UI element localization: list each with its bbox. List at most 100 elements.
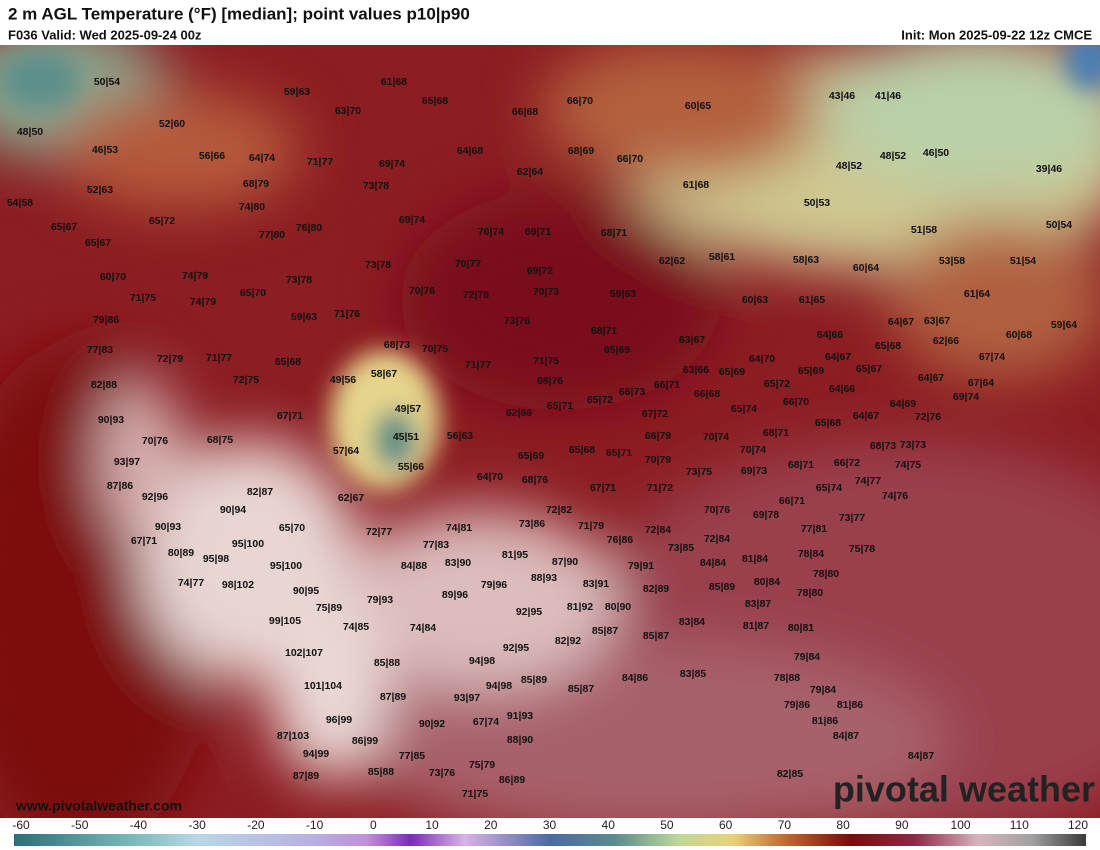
point-value: 64|66 [829, 383, 855, 395]
point-value: 79|86 [93, 314, 119, 326]
point-value: 68|73 [384, 339, 410, 351]
point-value: 68|71 [763, 427, 789, 439]
point-value: 65|71 [606, 447, 632, 459]
point-value: 61|64 [964, 288, 990, 300]
point-value: 71|72 [647, 482, 673, 494]
point-value: 65|67 [856, 363, 882, 375]
point-value: 96|99 [326, 714, 352, 726]
point-value: 73|76 [504, 315, 530, 327]
point-value: 62|64 [517, 166, 543, 178]
colorbar-tick-label: 10 [425, 818, 439, 832]
point-value: 66|70 [617, 153, 643, 165]
point-value: 93|97 [454, 692, 480, 704]
point-value: 70|75 [422, 343, 448, 355]
point-value: 65|72 [764, 378, 790, 390]
point-value: 59|63 [284, 86, 310, 98]
point-value: 70|76 [409, 285, 435, 297]
point-value: 87|103 [277, 730, 309, 742]
point-value: 52|60 [159, 118, 185, 130]
point-value: 80|90 [605, 601, 631, 613]
point-value: 75|89 [316, 602, 342, 614]
point-value: 85|88 [368, 766, 394, 778]
point-value: 67|71 [131, 535, 157, 547]
colorbar-tick-label: 120 [1068, 818, 1088, 832]
colorbar-tick-label: -20 [247, 818, 265, 832]
point-value: 61|65 [799, 294, 825, 306]
point-value: 102|107 [285, 647, 323, 659]
point-value: 73|86 [519, 518, 545, 530]
point-value: 78|84 [798, 548, 824, 560]
point-value: 63|67 [679, 334, 705, 346]
point-value: 65|68 [422, 95, 448, 107]
point-value: 64|74 [249, 152, 275, 164]
point-value: 67|71 [277, 410, 303, 422]
point-value: 70|74 [703, 431, 729, 443]
point-value: 85|89 [709, 581, 735, 593]
point-value: 58|63 [793, 254, 819, 266]
point-value: 74|77 [178, 577, 204, 589]
point-value: 69|73 [741, 465, 767, 477]
point-value: 56|66 [199, 150, 225, 162]
point-value: 73|76 [429, 767, 455, 779]
point-value: 65|72 [149, 215, 175, 227]
point-value: 60|64 [853, 262, 879, 274]
colorbar-ticks: -60 -50 -40 -30 -20 -10 0 10 20 30 40 50 60 70 80 90 100… [12, 818, 1088, 832]
point-value: 64|67 [918, 372, 944, 384]
point-value: 66|72 [834, 457, 860, 469]
point-value: 74|85 [343, 621, 369, 633]
point-value: 84|87 [833, 730, 859, 742]
point-value: 64|70 [477, 471, 503, 483]
point-value: 84|87 [908, 750, 934, 762]
point-value: 63|66 [683, 364, 709, 376]
point-value: 95|100 [232, 538, 264, 550]
point-value: 76|80 [296, 222, 322, 234]
point-value: 65|68 [569, 444, 595, 456]
point-value: 62|66 [933, 335, 959, 347]
point-value: 72|76 [915, 411, 941, 423]
point-value: 66|73 [619, 386, 645, 398]
point-value: 89|96 [442, 589, 468, 601]
colorbar-tick-label: 100 [951, 818, 971, 832]
point-value: 67|74 [979, 351, 1005, 363]
point-value: 94|99 [303, 748, 329, 760]
point-value: 59|64 [1051, 319, 1077, 331]
point-value: 68|73 [870, 440, 896, 452]
point-value: 64|67 [888, 316, 914, 328]
point-value: 65|67 [85, 237, 111, 249]
point-value: 79|93 [367, 594, 393, 606]
point-value: 46|50 [923, 147, 949, 159]
point-value: 48|52 [836, 160, 862, 172]
point-value: 72|79 [157, 353, 183, 365]
point-value: 71|77 [465, 359, 491, 371]
point-value: 66|70 [567, 95, 593, 107]
point-value: 77|83 [423, 539, 449, 551]
point-value: 72|78 [463, 289, 489, 301]
point-value: 73|77 [839, 512, 865, 524]
point-value: 91|93 [507, 710, 533, 722]
point-value: 90|95 [293, 585, 319, 597]
point-value: 73|85 [668, 542, 694, 554]
point-value: 65|69 [798, 365, 824, 377]
point-value: 50|53 [804, 197, 830, 209]
colorbar-tick-label: 40 [602, 818, 616, 832]
point-value: 69|74 [399, 214, 425, 226]
point-value: 77|85 [399, 750, 425, 762]
point-value: 98|102 [222, 579, 254, 591]
point-value: 58|67 [371, 368, 397, 380]
init-time: Init: Mon 2025-09-22 12z CMCE [901, 27, 1092, 42]
point-value: 84|88 [401, 560, 427, 572]
point-value: 83|85 [680, 668, 706, 680]
point-value: 68|76 [537, 375, 563, 387]
point-value: 99|105 [269, 615, 301, 627]
point-value: 76|86 [607, 534, 633, 546]
point-value: 68|71 [601, 227, 627, 239]
point-value: 81|86 [812, 715, 838, 727]
point-value: 64|66 [817, 329, 843, 341]
point-value: 56|63 [447, 430, 473, 442]
point-value: 90|93 [98, 414, 124, 426]
point-value: 60|63 [742, 294, 768, 306]
colorbar-tick-label: 0 [370, 818, 377, 832]
point-value: 66|79 [645, 430, 671, 442]
point-value: 71|77 [206, 352, 232, 364]
point-value: 92|96 [142, 491, 168, 503]
